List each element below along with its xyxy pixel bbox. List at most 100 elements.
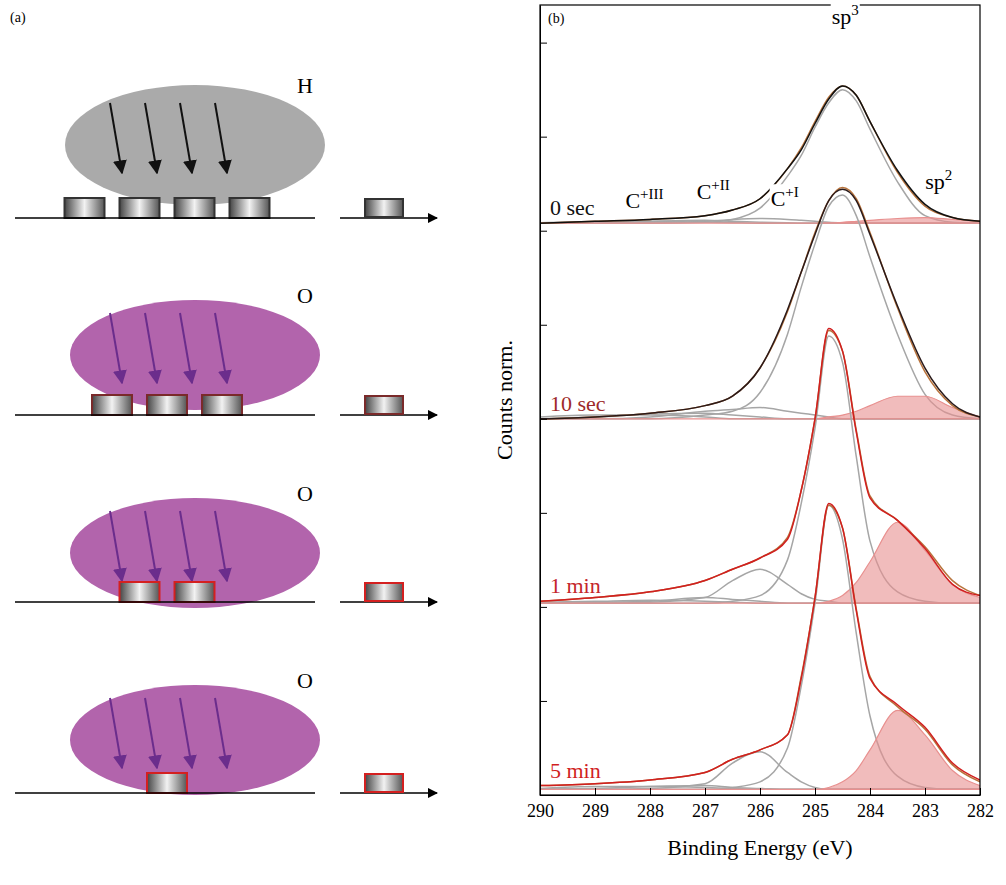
spectrum-label: 10 sec	[550, 391, 606, 416]
peak-label-main: sp	[832, 4, 852, 29]
ion-arrow	[145, 698, 157, 768]
y-tick	[540, 43, 547, 44]
spectrum-line	[540, 189, 980, 418]
output-block	[365, 199, 403, 217]
x-tick: 282	[967, 788, 994, 821]
peak-label-text: C+I	[771, 184, 799, 211]
sample-block	[65, 198, 105, 218]
x-tick-mark	[815, 788, 816, 795]
x-tick: 289	[582, 788, 609, 821]
ion-arrow	[215, 511, 227, 581]
x-tick: 286	[747, 788, 774, 821]
peak-label-sup: +I	[785, 184, 798, 200]
y-tick	[540, 795, 547, 796]
y-tick-mark	[540, 325, 547, 326]
label-patch	[624, 186, 664, 213]
y-tick	[540, 231, 547, 232]
peak-label-text: C+II	[697, 177, 730, 204]
peak-label-main: sp	[925, 169, 945, 194]
plasma	[70, 300, 320, 410]
spectrum	[540, 187, 980, 418]
gas-label: H	[297, 73, 313, 98]
x-axis-title: Binding Energy (eV)	[667, 835, 852, 860]
spectrum-line	[540, 329, 980, 602]
peak-label-sup: +III	[640, 186, 663, 202]
plot-area	[540, 86, 980, 789]
x-tick: 285	[802, 788, 829, 821]
x-tick-label: 287	[692, 801, 719, 821]
sample-block	[147, 773, 187, 793]
plasma	[70, 685, 320, 795]
spectrum-line	[540, 505, 980, 785]
x-axis: 290 289 288 287 286 285 284 283 282	[527, 788, 994, 821]
sample-block	[92, 395, 132, 415]
ion-arrow	[145, 103, 157, 173]
peak-area	[540, 522, 980, 603]
label-patch	[924, 167, 953, 194]
plasma	[70, 498, 320, 608]
peak-label: C+II	[696, 177, 731, 204]
substrate	[15, 792, 315, 794]
peak-label: C+I	[770, 184, 800, 211]
peak-label-text: sp3	[832, 2, 859, 29]
x-tick-label: 283	[912, 801, 939, 821]
ion-arrow	[215, 313, 227, 383]
y-tick-mark	[540, 701, 547, 702]
x-tick-mark	[705, 788, 706, 795]
label-patch	[696, 177, 731, 204]
y-tick	[540, 513, 547, 514]
substrate	[15, 414, 315, 416]
spectrum-line	[540, 195, 980, 419]
ion-arrow	[110, 511, 122, 581]
label-patch	[770, 184, 800, 211]
ion-arrow	[145, 511, 157, 581]
ion-arrow	[215, 103, 227, 173]
spectrum-line	[540, 336, 980, 603]
y-tick-mark	[540, 43, 547, 44]
spectrum	[540, 329, 980, 604]
spectrum-line	[540, 86, 980, 223]
y-tick	[540, 137, 547, 138]
process-step: O	[15, 668, 437, 795]
sample-block	[230, 198, 270, 218]
substrate	[15, 601, 315, 603]
x-tick: 283	[912, 788, 939, 821]
spectrum-line	[540, 505, 980, 789]
x-tick-label: 290	[527, 801, 554, 821]
panel-label: (b)	[548, 11, 565, 27]
process-step: O	[15, 283, 437, 415]
sample-block	[175, 198, 215, 218]
spectrum	[540, 503, 980, 789]
peak-label: C+III	[624, 186, 664, 213]
spectrum-line	[540, 90, 980, 224]
y-tick-mark	[540, 231, 547, 232]
x-tick-mark	[650, 788, 651, 795]
x-tick: 287	[692, 788, 719, 821]
x-tick: 284	[857, 788, 884, 821]
gas-label: O	[297, 668, 313, 693]
peak-label-text: sp2	[925, 167, 952, 194]
x-tick-label: 289	[582, 801, 609, 821]
output-block	[365, 396, 403, 414]
sample-block	[147, 395, 187, 415]
y-tick	[540, 701, 547, 702]
output-block	[365, 774, 403, 792]
x-tick: 288	[637, 788, 664, 821]
ion-arrow	[110, 698, 122, 768]
spectrum-label: 0 sec	[550, 195, 595, 220]
ion-arrow	[180, 511, 192, 581]
sample-block	[120, 198, 160, 218]
y-tick	[540, 325, 547, 326]
peak-label-sup: 3	[851, 2, 859, 18]
y-tick-mark	[540, 137, 547, 138]
peak-label: sp2	[924, 167, 953, 194]
process-step: O	[15, 481, 437, 608]
sample-block	[175, 582, 215, 602]
process-step: H	[15, 73, 437, 218]
x-tick-mark	[980, 788, 981, 795]
substrate	[15, 217, 315, 219]
x-tick-mark	[760, 788, 761, 795]
y-axis-line	[540, 6, 541, 796]
peak-label-sup: 2	[945, 167, 953, 183]
spectrum-label: 1 min	[550, 573, 601, 598]
